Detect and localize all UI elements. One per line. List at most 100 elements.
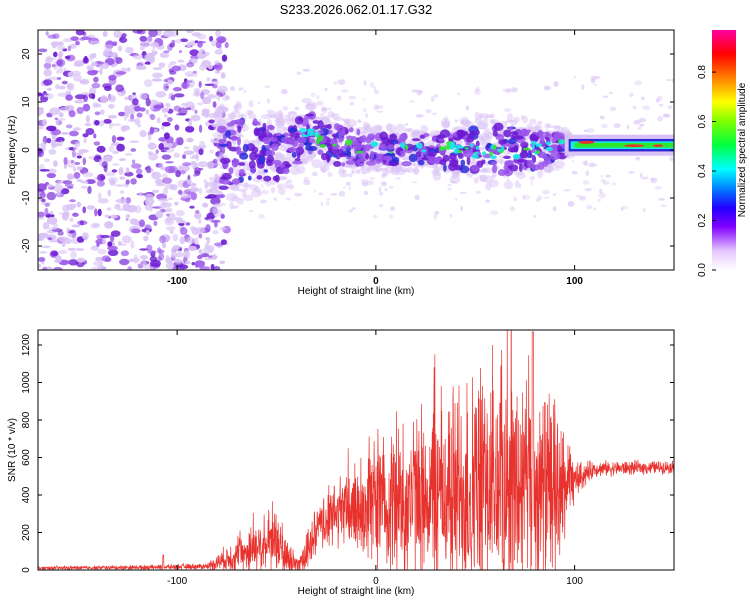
spectrogram-blob bbox=[58, 249, 68, 254]
spectrogram-blob bbox=[161, 107, 167, 114]
spectrogram-blob bbox=[47, 76, 58, 81]
spectrogram-blob bbox=[228, 112, 237, 120]
spectrogram-blob bbox=[600, 174, 604, 179]
spectrogram-blob bbox=[437, 134, 446, 139]
spectrogram-blob bbox=[204, 83, 215, 87]
spectrogram-blob bbox=[76, 166, 83, 171]
spectrogram-blob bbox=[267, 124, 274, 130]
spectrogram-blob bbox=[308, 138, 316, 144]
y-tick-label: -10 bbox=[21, 190, 32, 205]
spectrogram-blob bbox=[495, 133, 505, 141]
spectrogram-blob bbox=[537, 195, 542, 201]
y-tick-label: 400 bbox=[21, 486, 32, 503]
spectrogram-blob bbox=[552, 80, 559, 87]
spectrogram-x-axis: -100 0 100 bbox=[167, 30, 583, 287]
spectrogram-blob bbox=[43, 62, 52, 69]
spectrogram-blob bbox=[174, 259, 183, 264]
spectrogram-blob bbox=[493, 122, 504, 132]
spectrogram-blob bbox=[373, 104, 379, 111]
spectrogram-blob bbox=[213, 162, 223, 166]
spectrogram-blob bbox=[519, 151, 529, 159]
spectrogram-blob bbox=[140, 40, 144, 46]
spectrogram-blob bbox=[66, 227, 70, 233]
spectrogram-blob bbox=[145, 229, 150, 236]
spectrogram-blob bbox=[70, 160, 75, 164]
spectrogram-blob bbox=[48, 239, 58, 243]
spectrogram-blob bbox=[567, 200, 575, 207]
spectrogram-blob bbox=[67, 175, 75, 180]
spectrogram-blob bbox=[55, 58, 66, 67]
spectrogram-blob bbox=[82, 171, 94, 178]
spectrogram-blob bbox=[161, 121, 171, 127]
spectrogram-blob bbox=[102, 238, 107, 245]
spectrogram-blob bbox=[167, 197, 173, 201]
spectrogram-blob bbox=[454, 119, 459, 123]
spectrogram-blob bbox=[395, 176, 402, 180]
spectrogram-blob bbox=[150, 259, 161, 268]
spectrogram-blob bbox=[503, 180, 514, 190]
spectrogram-blob bbox=[466, 156, 471, 166]
spectrogram-blob bbox=[151, 172, 156, 176]
spectrogram-blob bbox=[229, 201, 234, 210]
spectrogram-blob bbox=[74, 248, 85, 251]
spectrogram-blob bbox=[198, 124, 203, 133]
spectrogram-blob bbox=[111, 123, 122, 126]
spectrogram-blob bbox=[219, 157, 231, 164]
spectrogram-blob bbox=[459, 165, 470, 174]
spectrogram-blob bbox=[62, 204, 70, 212]
spectrogram-blob bbox=[177, 189, 183, 195]
spectrogram-blob bbox=[365, 153, 370, 160]
spectrogram-blob bbox=[593, 75, 601, 80]
spectrogram-blob bbox=[593, 83, 598, 86]
spectrogram-blob bbox=[460, 205, 464, 212]
spectrogram-blob bbox=[304, 103, 316, 111]
spectrogram-blob bbox=[297, 136, 307, 144]
spectrogram-blob bbox=[126, 108, 136, 115]
spectrogram-blob bbox=[182, 162, 192, 167]
spectrogram-blob bbox=[662, 113, 671, 118]
spectrogram-blob bbox=[236, 197, 244, 205]
spectrogram-blob bbox=[460, 159, 466, 167]
spectrogram-blob bbox=[104, 221, 114, 229]
spectrogram-blob bbox=[88, 93, 96, 99]
spectrogram-blob bbox=[196, 226, 205, 234]
spectrogram-blob bbox=[159, 203, 166, 209]
spectrogram-blob bbox=[505, 88, 512, 93]
spectrogram-blob bbox=[560, 139, 565, 144]
spectrogram-blob bbox=[76, 236, 85, 243]
spectrogram-blob bbox=[218, 185, 229, 191]
spectrogram-blob bbox=[351, 135, 358, 145]
y-tick-label: 200 bbox=[21, 524, 32, 541]
spectrogram-blob bbox=[202, 96, 212, 105]
spectrogram-blob bbox=[197, 255, 203, 260]
spectrogram-blob bbox=[113, 30, 122, 39]
spectrogram-blob bbox=[115, 84, 124, 93]
spectrogram-blob bbox=[46, 216, 58, 225]
spectrogram-blob bbox=[124, 96, 130, 101]
spectrogram-blob bbox=[119, 258, 130, 266]
spectrogram-blob bbox=[197, 161, 209, 168]
spectrogram-blob bbox=[360, 165, 373, 174]
spectrogram-blob bbox=[399, 150, 405, 155]
x-tick-label: 0 bbox=[373, 276, 379, 287]
spectrogram-blob bbox=[447, 183, 452, 186]
spectrogram-blob bbox=[249, 209, 254, 212]
x-tick-label: -100 bbox=[167, 576, 187, 587]
spectrogram-blob bbox=[289, 132, 300, 138]
spectrogram-blob bbox=[200, 91, 205, 100]
spectrogram-blob bbox=[514, 132, 519, 136]
spectrogram-blob bbox=[182, 154, 187, 160]
spectrogram-blob bbox=[115, 71, 127, 75]
spectrogram-blob bbox=[90, 62, 98, 67]
spectrogram-blob bbox=[219, 178, 224, 184]
spectrogram-blob bbox=[372, 214, 378, 219]
spectrogram-blob bbox=[465, 141, 471, 146]
spectrogram-blob bbox=[542, 154, 548, 160]
spectrogram-blob bbox=[67, 247, 76, 251]
spectrogram-blob bbox=[475, 145, 480, 150]
spectrogram-blob bbox=[502, 88, 507, 93]
spectrogram-blob bbox=[206, 161, 215, 170]
spectrogram-blob bbox=[143, 79, 153, 87]
spectrogram-blob bbox=[660, 204, 667, 208]
spectrogram-blob bbox=[116, 136, 125, 141]
